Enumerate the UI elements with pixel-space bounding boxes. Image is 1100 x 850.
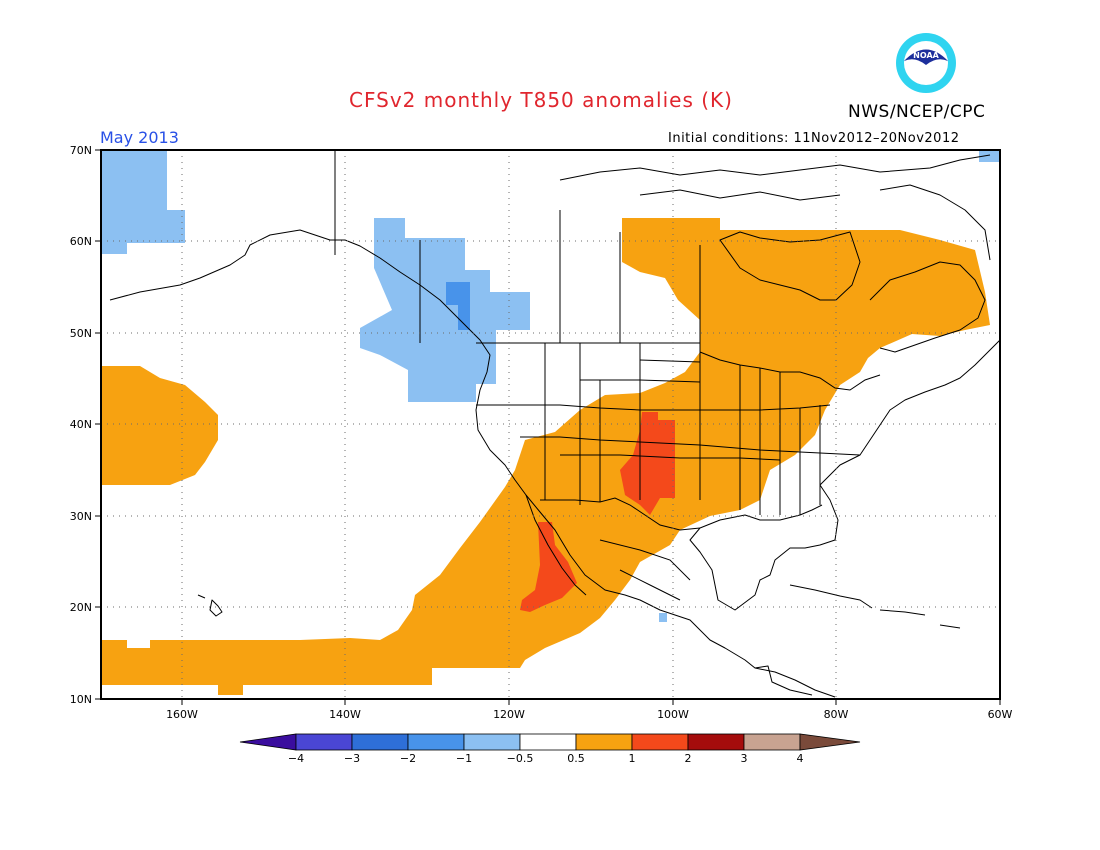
colorbar: −4 −3 −2 −1 −0.5 0.5 1 2 3 4 [239, 733, 861, 765]
political-borders [334, 150, 881, 601]
axis-ticks [95, 149, 1001, 705]
colorbar-label: −3 [344, 752, 360, 765]
lon-label: 80W [824, 708, 849, 721]
colorbar-label: 3 [741, 752, 748, 765]
lon-label: 100W [657, 708, 689, 721]
latitude-labels: 70N 60N 50N 40N 30N 20N 10N [70, 144, 92, 706]
colorbar-swatch [351, 733, 409, 751]
negative-anomaly-greenland-corner [979, 150, 1000, 162]
colorbar-swatch [687, 733, 745, 751]
colorbar-label: 4 [797, 752, 804, 765]
negative-anomaly-gulf-speck [659, 613, 667, 622]
initial-conditions: Initial conditions: 11Nov2012–20Nov2012 [668, 131, 960, 146]
colorbar-label: −0.5 [507, 752, 534, 765]
lat-label: 10N [70, 693, 92, 706]
colorbar-swatch [407, 733, 465, 751]
colorbar-label: 1 [629, 752, 636, 765]
forecast-month: May 2013 [100, 128, 179, 147]
colorbar-swatch [519, 733, 577, 751]
negative-anomaly-pacific-northwest [360, 218, 530, 402]
colorbar-label: −1 [456, 752, 472, 765]
colorbar-swatch [463, 733, 521, 751]
lat-label: 60N [70, 235, 92, 248]
lat-label: 40N [70, 418, 92, 431]
colorbar-swatch [295, 733, 353, 751]
colorbar-label: 2 [685, 752, 692, 765]
lat-label: 20N [70, 601, 92, 614]
lat-label: 50N [70, 327, 92, 340]
positive-anomaly-baja-core [520, 522, 577, 612]
lat-label: 30N [70, 510, 92, 523]
lon-label: 160W [166, 708, 198, 721]
logo-text: NOAA [913, 51, 939, 60]
negative-anomaly-areas [101, 150, 1000, 622]
colorbar-swatch [575, 733, 633, 751]
lon-label: 60W [988, 708, 1013, 721]
lon-label: 140W [329, 708, 361, 721]
negative-anomaly-alaska [101, 150, 185, 254]
colorbar-label: 0.5 [567, 752, 585, 765]
longitude-labels: 160W 140W 120W 100W 80W 60W [166, 708, 1012, 721]
lat-label: 70N [70, 144, 92, 157]
colorbar-label: −2 [400, 752, 416, 765]
lon-label: 120W [493, 708, 525, 721]
coastlines [109, 154, 1001, 698]
positive-anomaly-pacific-high [101, 366, 218, 485]
negative-anomaly-bc-core [446, 282, 470, 330]
colorbar-swatch [799, 733, 861, 751]
map-title: CFSv2 monthly T850 anomalies (K) [349, 88, 733, 112]
colorbar-swatch [239, 733, 297, 751]
colorbar-label: −4 [288, 752, 304, 765]
noaa-logo: NOAA [896, 33, 956, 93]
colorbar-swatch [631, 733, 689, 751]
agency-label: NWS/NCEP/CPC [848, 102, 986, 122]
colorbar-swatch [743, 733, 801, 751]
positive-anomaly-southern-plains-core [620, 412, 675, 515]
